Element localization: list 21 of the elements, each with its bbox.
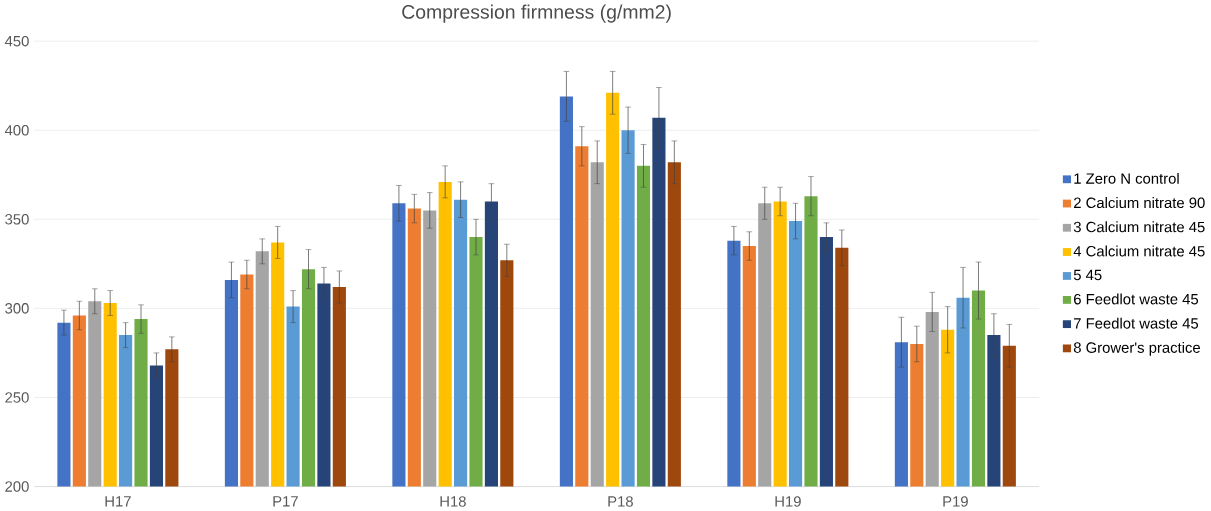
legend-label: 3 Calcium nitrate 45: [1073, 221, 1205, 233]
x-tick-label: H17: [105, 496, 131, 507]
legend-label: 1 Zero N control: [1074, 172, 1179, 184]
x-tick-label: H18: [440, 496, 466, 507]
x-tick-label: P19: [943, 496, 968, 507]
x-tick-label: P18: [608, 496, 633, 507]
y-tick-label: 400: [4, 124, 29, 136]
x-tick-label: H19: [775, 496, 801, 507]
legend-label: 8 Grower's practice: [1073, 341, 1200, 356]
y-tick-label: 300: [5, 302, 29, 314]
y-tick-label: 350: [5, 213, 29, 225]
chart-title: Compression firmness (g/mm2): [402, 4, 671, 23]
legend-label: 7 Feedlot waste 45: [1074, 317, 1199, 329]
y-tick-label: 450: [4, 35, 29, 47]
legend-label: 6 Feedlot waste 45: [1074, 293, 1199, 305]
y-tick-label: 200: [5, 481, 29, 492]
legend-label: 2 Calcium nitrate 90: [1074, 196, 1205, 208]
y-tick-label: 250: [5, 392, 29, 403]
legend-label: 5 45: [1073, 269, 1102, 281]
x-tick-label: P17: [273, 496, 298, 507]
legend-label: 4 Calcium nitrate 45: [1073, 245, 1205, 257]
